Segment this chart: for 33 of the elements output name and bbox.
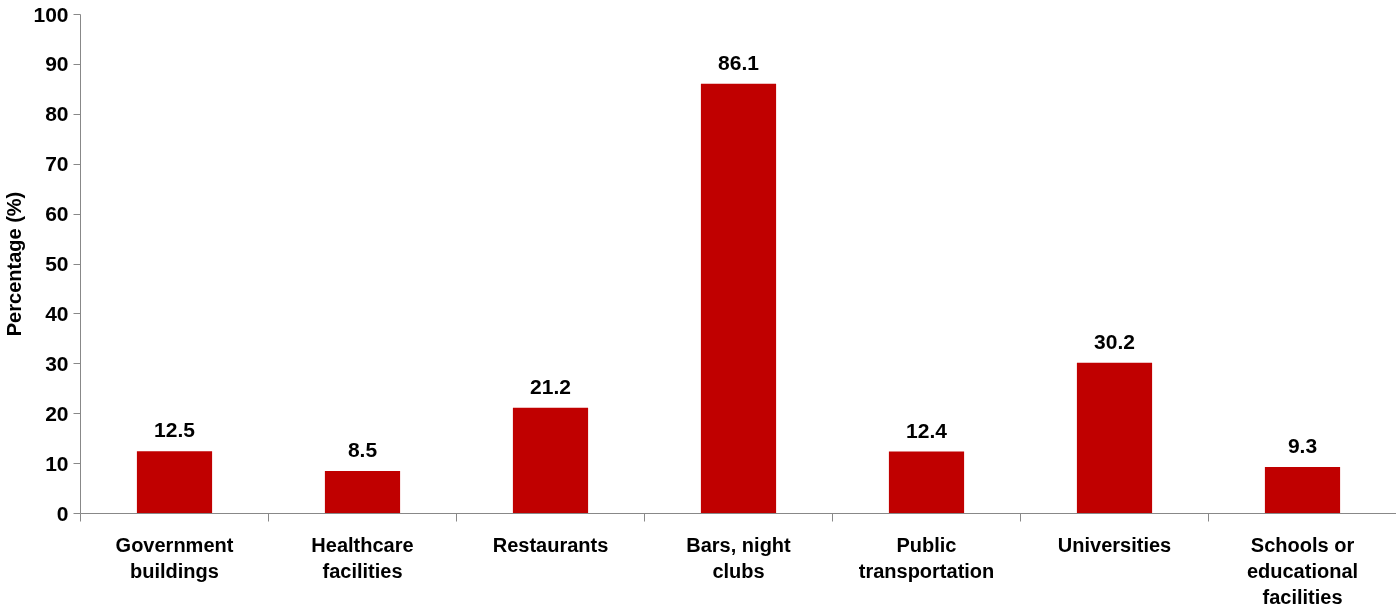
- y-tick-label: 40: [45, 301, 69, 325]
- x-tick-label: Bars, night clubs: [686, 533, 792, 582]
- x-tick-label: Government buildings: [115, 533, 234, 582]
- bar: [888, 451, 965, 514]
- data-label: 30.2: [1094, 329, 1135, 353]
- bar: [324, 471, 401, 514]
- data-label: 8.5: [347, 438, 378, 462]
- y-tick-label: 0: [56, 501, 69, 525]
- y-tick-label: 20: [45, 401, 69, 425]
- y-tick-label: 30: [45, 351, 69, 375]
- y-tick-label: 60: [45, 202, 69, 226]
- y-tick-label: 80: [45, 102, 69, 126]
- y-axis-title: Percentage (%): [3, 191, 26, 337]
- y-tick-label: 50: [45, 252, 69, 275]
- y-tick-label: 100: [33, 2, 69, 26]
- y-tick-label: 70: [45, 152, 69, 176]
- bar: [700, 83, 777, 514]
- x-tick-label: Universities: [1057, 533, 1172, 556]
- data-label: 9.3: [1287, 434, 1318, 458]
- data-label: 21.2: [530, 374, 571, 398]
- data-label: 12.5: [154, 418, 196, 442]
- x-tick-label: Restaurants: [492, 533, 609, 556]
- bar: [136, 451, 213, 514]
- data-label: 86.1: [718, 50, 760, 74]
- data-label: 12.4: [906, 418, 948, 442]
- bar: [1264, 467, 1341, 514]
- x-tick-label: Schools or educational facilities: [1246, 533, 1359, 609]
- x-tick-label: Healthcare facilities: [311, 533, 414, 582]
- y-tick-label: 90: [45, 52, 69, 76]
- x-tick-label: Public transportation: [858, 533, 995, 582]
- bar: [1076, 362, 1153, 514]
- bar: [512, 407, 589, 514]
- y-tick-label: 10: [45, 451, 69, 475]
